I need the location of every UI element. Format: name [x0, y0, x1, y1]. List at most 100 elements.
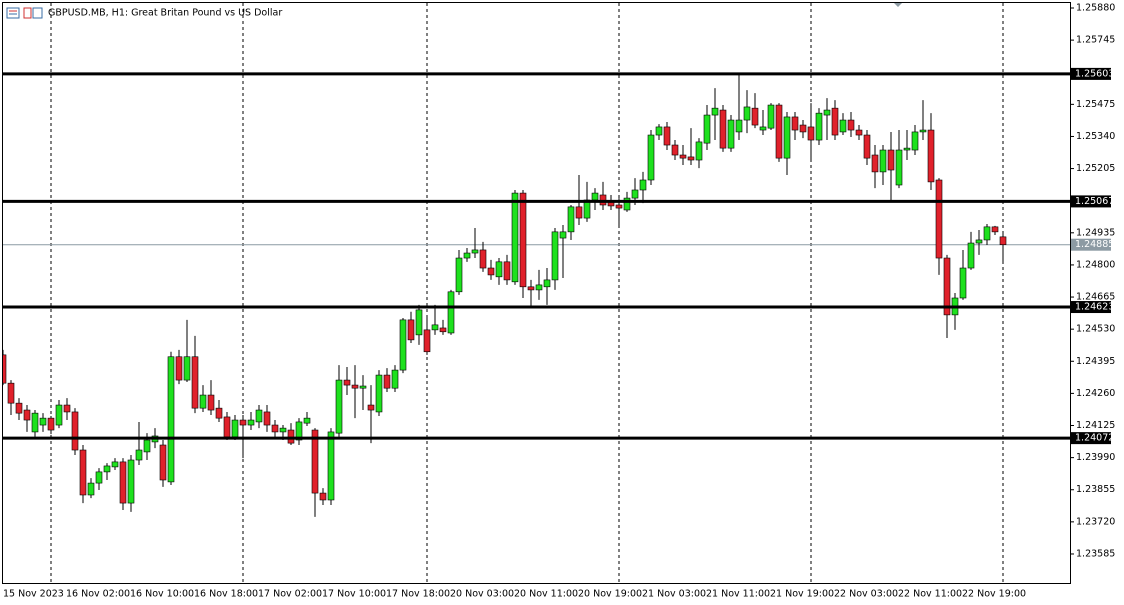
candle-body [927, 129, 935, 183]
candle-body [271, 424, 279, 433]
price-axis: 1.25880 1.25745 1.25475 1.25340 1.25205 1.249… [1070, 2, 1115, 559]
candle-body [615, 204, 623, 209]
candle-body [831, 107, 839, 136]
candle-body [295, 421, 303, 441]
y-tick-label: 1.24125 [1076, 420, 1115, 431]
candle-body [391, 369, 399, 389]
candle-body [655, 126, 663, 136]
candle-body [23, 409, 31, 421]
candle-body [335, 379, 343, 434]
candle-body [495, 261, 503, 278]
candle-body [855, 129, 863, 136]
y-tick-label: 1.25340 [1076, 131, 1115, 142]
x-tick-label: 21 Nov 19:00 [770, 589, 834, 600]
candle-body [439, 327, 447, 333]
candle-body [623, 197, 631, 211]
candle-body [679, 154, 687, 159]
candle-body [479, 249, 487, 269]
candle-body [535, 284, 543, 291]
candle-body [511, 192, 519, 283]
last-price-box [1071, 238, 1111, 251]
y-tick-label: 1.25745 [1076, 35, 1115, 46]
level-label: 1.24623 [1075, 302, 1114, 313]
plot-area [3, 72, 1070, 517]
candle-body [767, 104, 775, 129]
candle-body [135, 449, 143, 461]
candle-body [519, 192, 527, 288]
y-tick-label: 1.24935 [1076, 227, 1115, 238]
candle-body [695, 141, 703, 161]
candle-body [399, 319, 407, 371]
candle-body [919, 129, 927, 133]
candle-body [15, 402, 23, 414]
candle-body [983, 226, 991, 241]
y-tick-label: 1.24530 [1076, 324, 1115, 335]
candle-body [127, 459, 135, 504]
candle-body [935, 179, 943, 259]
candle-body [503, 261, 511, 281]
candle-body [367, 404, 375, 411]
level-label-box [1071, 432, 1111, 445]
candle-body [847, 119, 855, 131]
candle-body [943, 257, 951, 316]
candle-body [639, 179, 647, 191]
candle-body [143, 439, 151, 453]
candle-body [3, 354, 7, 384]
day-separators [50, 3, 1004, 583]
candle-body [871, 154, 879, 173]
candle-body [311, 429, 319, 494]
candle-body [895, 149, 903, 186]
candle-body [799, 124, 807, 133]
candle-body [207, 394, 215, 411]
candle-body [319, 492, 327, 501]
chart-title: GBPUSD.MB, H1: Great Britan Pound vs US … [48, 8, 282, 19]
x-tick-label: 21 Nov 03:00 [642, 589, 706, 600]
y-tick-label: 1.24800 [1076, 259, 1115, 270]
candle-body [551, 231, 559, 281]
x-tick-label: 20 Nov 03:00 [450, 589, 514, 600]
candle-body [255, 409, 263, 423]
candle-body [999, 236, 1007, 246]
candle-body [687, 156, 695, 161]
y-tick-label: 1.25880 [1076, 2, 1115, 13]
candle-body [807, 126, 815, 141]
candle-body [591, 192, 599, 201]
candle-body [775, 104, 783, 159]
candle-body [423, 329, 431, 353]
candle-body [415, 309, 423, 336]
y-tick-label: 1.23990 [1076, 452, 1115, 463]
level-label: 1.24072 [1075, 433, 1114, 444]
candle-body [31, 412, 39, 433]
y-tick-label: 1.24395 [1076, 356, 1115, 367]
candle-body [303, 417, 311, 424]
x-tick-label: 22 Nov 03:00 [834, 589, 898, 600]
x-tick-label: 22 Nov 11:00 [898, 589, 962, 600]
x-tick-label: 20 Nov 11:00 [514, 589, 578, 600]
candle-body [727, 119, 735, 149]
candle-body [279, 427, 287, 433]
candle-body [543, 279, 551, 288]
x-tick-label: 16 Nov 02:00 [66, 589, 130, 600]
candle-body [231, 419, 239, 438]
candle-body [95, 471, 103, 484]
y-tick-label: 1.23720 [1076, 516, 1115, 527]
candle-body [647, 134, 655, 181]
level-label-box [1071, 195, 1111, 208]
level-label: 1.25067 [1075, 196, 1114, 207]
candle-body [71, 411, 79, 451]
candle-body [7, 382, 15, 404]
level-label-box [1071, 301, 1111, 314]
icon [32, 7, 43, 19]
candle-body [343, 379, 351, 386]
y-tick-label: 1.23855 [1076, 484, 1115, 495]
candle-body [751, 107, 759, 126]
candle-body [911, 131, 919, 151]
candle-body [247, 419, 255, 426]
candle-body [431, 324, 439, 331]
candle-body [991, 226, 999, 233]
candle-body [87, 482, 95, 496]
candle-body [287, 429, 295, 444]
